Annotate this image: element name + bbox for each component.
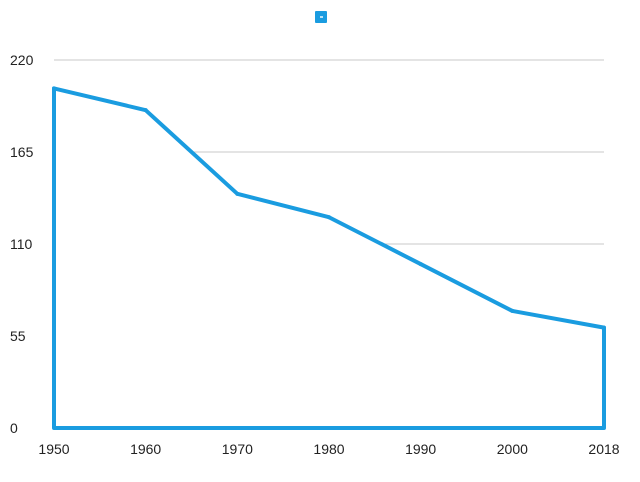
x-tick-label: 1970 [222,441,253,457]
y-tick-label: 165 [10,144,34,160]
y-tick-label: 220 [10,52,34,68]
x-tick-label: 1980 [313,441,344,457]
data-point [327,215,331,220]
y-tick-label: 0 [10,420,18,436]
x-tick-label: 1990 [405,441,436,457]
legend [315,11,327,23]
x-tick-label: 1960 [130,441,161,457]
x-tick-label: 2000 [497,441,528,457]
y-tick-label: 110 [10,236,33,252]
series-area [52,86,606,430]
data-point [510,308,515,313]
x-tick-label: 2018 [588,441,619,457]
x-tick-label: 1950 [38,441,69,457]
data-point [418,262,423,267]
y-tick-label: 55 [10,328,26,344]
data-point [602,325,606,330]
x-axis-tick-labels: 1950 1960 1970 1980 1990 2000 2018 [38,441,619,457]
series-layer [52,86,606,430]
legend-swatch-glyph [320,16,323,18]
data-point [235,191,240,196]
data-point [52,86,56,91]
y-axis-tick-labels: 0 55 110 165 220 [10,52,34,436]
data-point [143,108,148,113]
